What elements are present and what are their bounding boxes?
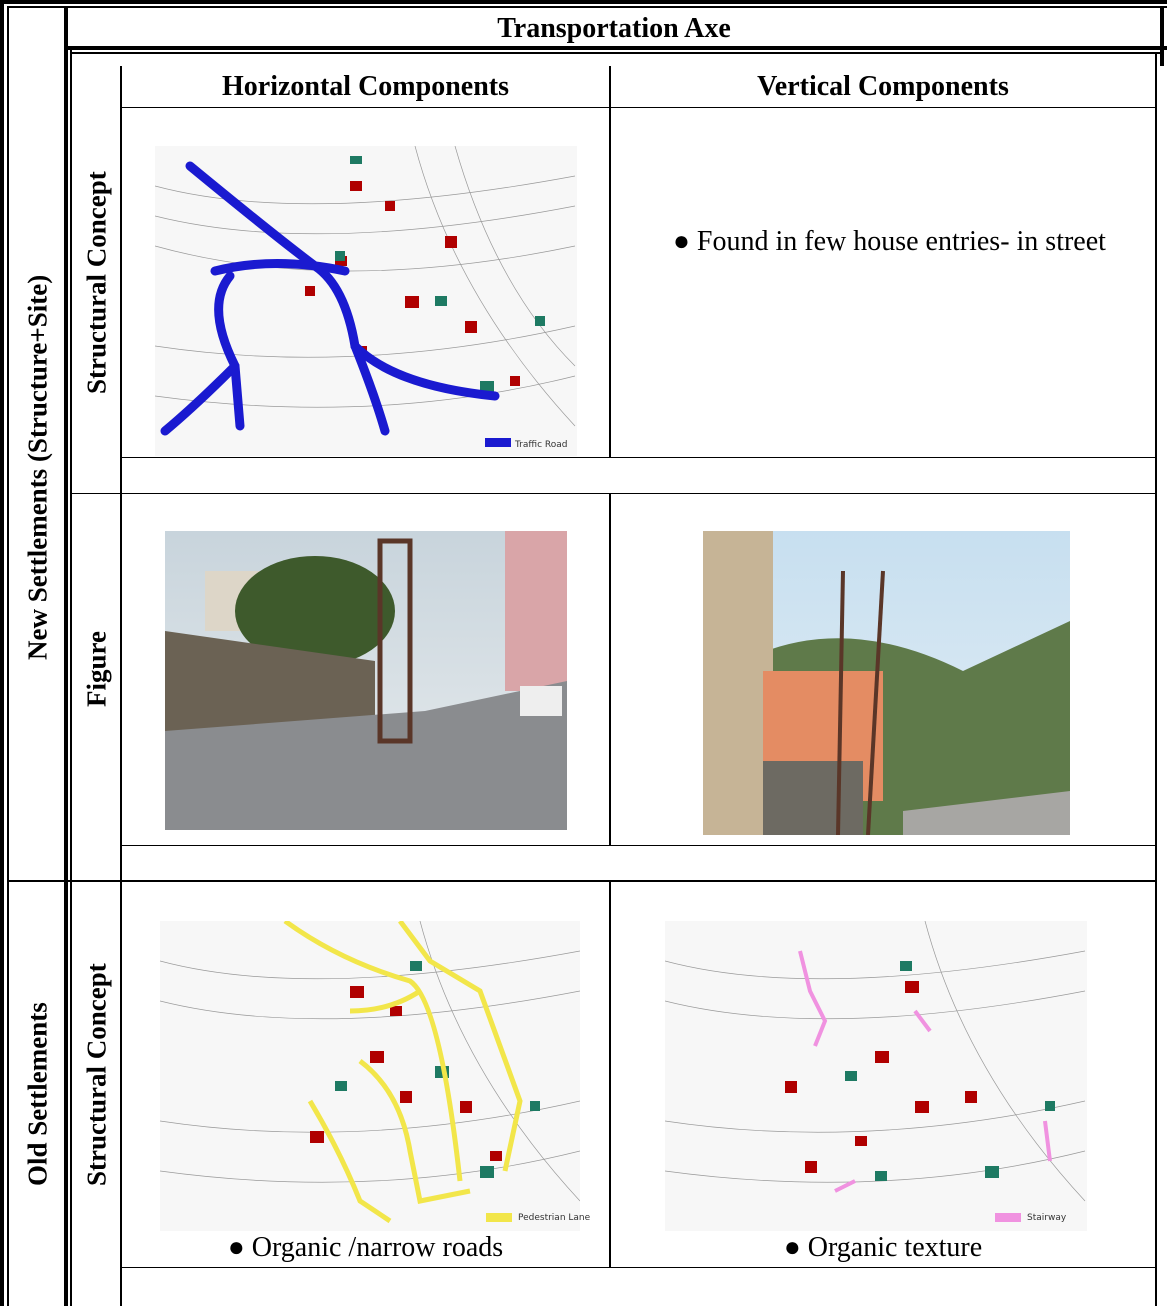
border xyxy=(120,66,122,1306)
cell-text: ● Found in few house entries- in street xyxy=(673,224,1148,260)
border xyxy=(122,845,1155,846)
border xyxy=(122,107,1155,108)
border xyxy=(72,493,1155,494)
row-label: Structural Concept xyxy=(74,882,120,1267)
border xyxy=(1160,6,1164,66)
legend-label: Pedestrian Lane xyxy=(518,1213,590,1223)
border xyxy=(609,66,611,458)
cell-text: ● Organic texture xyxy=(611,1232,1155,1264)
border xyxy=(0,0,4,1306)
group-label: New Settlements (Structure+Site) xyxy=(14,54,62,880)
column-header: Horizontal Components xyxy=(122,68,609,106)
legend-label: Stairway xyxy=(1027,1213,1066,1223)
photo xyxy=(165,531,567,830)
border xyxy=(7,6,1167,8)
map-image xyxy=(160,921,580,1231)
group-label: Old Settlements xyxy=(14,882,62,1306)
border xyxy=(122,1267,1155,1268)
border xyxy=(1155,52,1157,1306)
border xyxy=(70,52,1160,54)
border xyxy=(122,457,1155,458)
column-header: Vertical Components xyxy=(611,68,1155,106)
border xyxy=(0,0,1167,4)
border xyxy=(70,50,72,1306)
row-label: Figure xyxy=(74,494,120,845)
border xyxy=(7,6,9,1306)
border xyxy=(64,6,68,1306)
border xyxy=(609,882,611,1268)
border xyxy=(64,46,1167,50)
map-image xyxy=(155,146,577,456)
page: Transportation Axe Horizontal Components… xyxy=(0,0,1167,1306)
row-label: Structural Concept xyxy=(74,108,120,457)
legend-label: Traffic Road xyxy=(515,440,567,450)
map-image xyxy=(665,921,1087,1231)
table-title: Transportation Axe xyxy=(68,12,1160,46)
cell-text: ● Organic /narrow roads xyxy=(122,1232,609,1264)
photo xyxy=(703,531,1070,835)
border xyxy=(9,880,1155,882)
border xyxy=(609,494,611,846)
